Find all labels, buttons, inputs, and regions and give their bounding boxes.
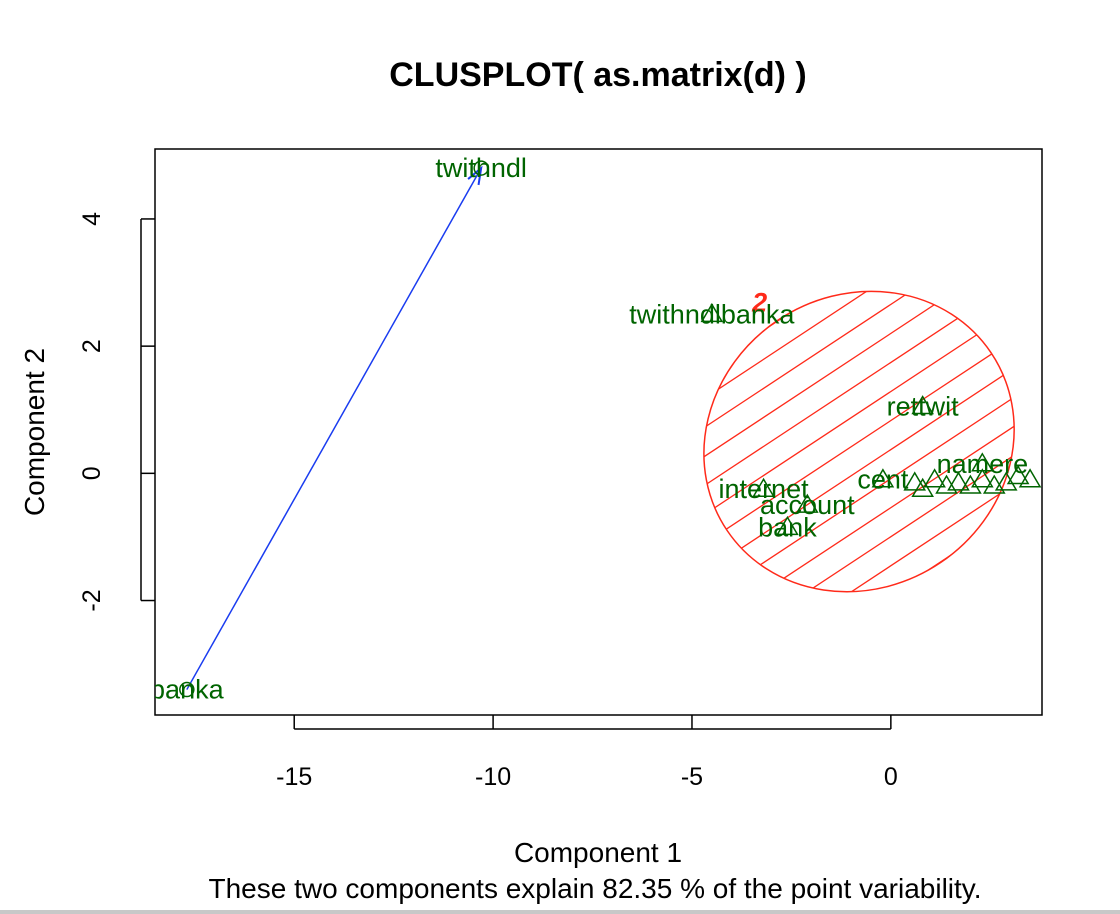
- point-marker-0: [473, 160, 489, 176]
- x-tick-label-2: -5: [681, 763, 703, 791]
- point-label-7: cent: [857, 465, 909, 495]
- link-layer: [186, 165, 483, 690]
- window-bottom-edge: [0, 910, 1120, 914]
- cluster-ellipse-layer: 2: [645, 231, 1073, 652]
- point-marker-4: [752, 477, 775, 497]
- cluster-ellipse-0: [703, 290, 1015, 593]
- cluster-label-0: 2: [751, 288, 767, 318]
- point-marker-1: [179, 681, 195, 698]
- point-marker-15: [971, 468, 994, 488]
- x-tick-label-0: -15: [276, 763, 312, 791]
- point-marker-11: [923, 468, 946, 488]
- point-label-6: bank: [758, 512, 817, 542]
- point-marker-9: [903, 471, 927, 491]
- y-tick-label-3: 4: [78, 212, 106, 226]
- point-marker-2: [700, 302, 724, 323]
- x-axis-label: Component 1: [514, 837, 682, 868]
- point-marker-17: [994, 471, 1018, 491]
- y-tick-label-2: 2: [78, 339, 106, 353]
- point-marker-7: [871, 468, 895, 488]
- y-tick-label-1: 0: [78, 466, 106, 480]
- point-marker-3: [911, 395, 934, 415]
- cluster-link-0: [186, 167, 482, 690]
- variability-note: These two components explain 82.35 % of …: [208, 873, 981, 904]
- x-tick-label-3: 0: [884, 763, 898, 791]
- chart-title: CLUSPLOT( as.matrix(d) ): [389, 56, 806, 94]
- point-label-8: namere: [937, 449, 1029, 479]
- point-label-0: twithndl: [435, 153, 527, 183]
- point-label-2: twithndlbanka: [629, 299, 795, 329]
- point-marker-19: [1018, 468, 1042, 488]
- point-marker-18: [1006, 465, 1030, 485]
- point-label-5: account: [760, 490, 855, 520]
- point-marker-10: [911, 477, 934, 497]
- point-marker-14: [959, 474, 982, 494]
- point-marker-13: [947, 471, 970, 491]
- y-tick-label-0: -2: [78, 589, 106, 611]
- cluster-link-arrowhead-0: [467, 165, 483, 186]
- plot-frame: [154, 148, 1043, 716]
- points-layer: twithndlbankatwithndlbankarettwitinterne…: [150, 153, 1042, 705]
- x-tick-label-1: -10: [475, 763, 511, 791]
- axes-layer: -15 -10 -5 0 -2 0 2 4: [78, 212, 898, 791]
- point-marker-6: [776, 515, 799, 536]
- cluster-hatching-0: [645, 231, 1073, 652]
- point-label-4: internet: [719, 474, 810, 504]
- point-marker-5: [796, 493, 819, 513]
- y-axis-label: Component 2: [19, 348, 50, 516]
- point-label-1: banka: [150, 675, 225, 705]
- point-label-3: rettwit: [887, 392, 960, 422]
